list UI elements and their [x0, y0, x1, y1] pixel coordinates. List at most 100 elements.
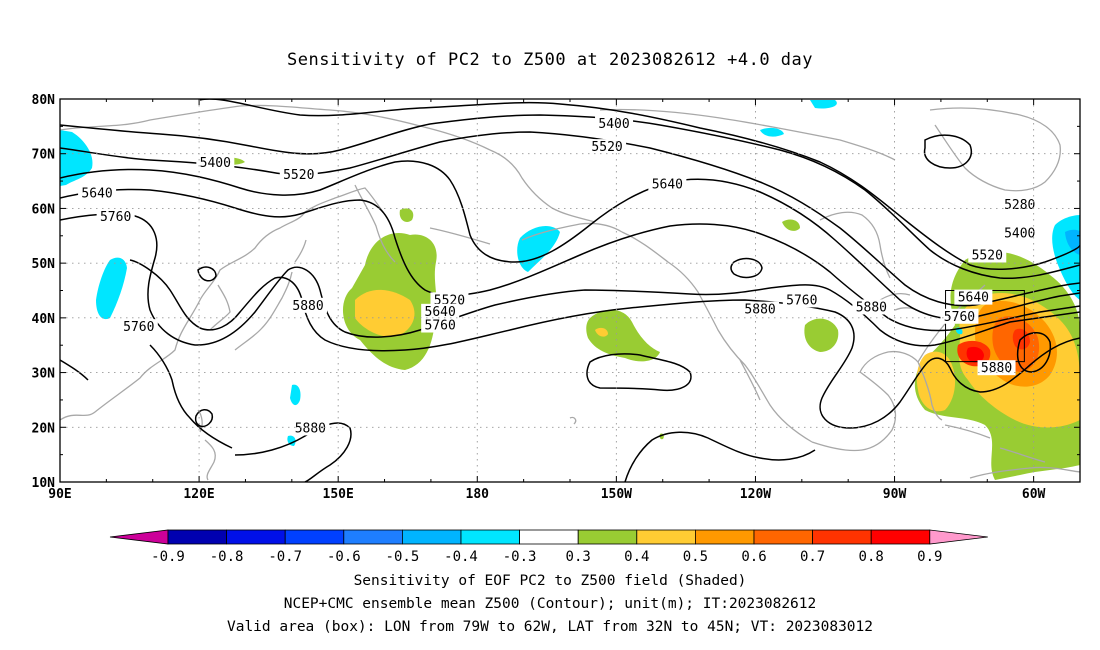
colorbar-label: 0.4 — [624, 549, 649, 565]
contour-line — [197, 266, 217, 282]
contour-line — [194, 409, 214, 428]
lon-label: 150E — [323, 487, 354, 502]
coastline — [929, 107, 1061, 192]
longitude-labels: 90E 120E 150E 180 150W 120W 90W 60W — [48, 487, 1045, 502]
coastline — [739, 359, 761, 401]
coastline — [204, 439, 216, 481]
contour-label-bg — [96, 209, 135, 225]
contour-label: 5880 — [292, 299, 323, 314]
colorbar-label: -0.9 — [151, 549, 185, 565]
coastline — [859, 350, 919, 373]
contour-line — [234, 422, 352, 482]
colorbar-label: -0.3 — [503, 549, 537, 565]
caption-line-1: Sensitivity of EOF PC2 to Z500 field (Sh… — [353, 573, 747, 589]
shade-region — [290, 384, 301, 406]
lon-label: 90W — [883, 487, 907, 502]
coastline — [60, 104, 491, 151]
colorbar-label: -0.7 — [268, 549, 302, 565]
colorbar-label: 0.6 — [741, 549, 766, 565]
caption-line-3: Valid area (box): LON from 79W to 62W, L… — [226, 619, 873, 635]
lon-label: 120W — [740, 487, 771, 502]
colorbar-label: -0.8 — [210, 549, 244, 565]
colorbar-label: 0.7 — [800, 549, 825, 565]
colorbar-swatch — [519, 529, 579, 545]
colorbar-swatch — [401, 529, 462, 545]
coastline — [209, 284, 231, 331]
contour-label-bg — [1000, 225, 1039, 241]
contour-line — [149, 344, 233, 449]
contour-label: 5520 — [591, 140, 622, 155]
contour-label-bg — [78, 185, 117, 201]
shade-region — [595, 327, 608, 337]
lat-label: 10N — [32, 476, 56, 491]
contour-label-bg — [196, 155, 235, 171]
contour-label: 5400 — [200, 156, 231, 171]
contour-label: 5280 — [1004, 198, 1035, 213]
colorbar-end-high — [929, 529, 988, 545]
coastline — [811, 371, 897, 452]
colorbar-swatch — [695, 529, 755, 545]
contour-line — [60, 131, 1080, 307]
coastline — [489, 149, 596, 223]
colorbar: -0.9 -0.8 -0.7 -0.6 -0.5 -0.4 -0.3 0.3 0.4 0.5 0.6… — [109, 529, 988, 565]
coastline — [234, 271, 293, 351]
shade-region — [586, 309, 660, 362]
coastline — [60, 187, 384, 421]
contour-label: 5640 — [81, 187, 112, 202]
lat-label: 40N — [32, 312, 56, 327]
contour-line — [60, 213, 1080, 347]
coastline — [599, 108, 896, 161]
contour-label-bg — [940, 308, 979, 324]
contour-label: 5760 — [100, 210, 131, 225]
contour-label: 5400 — [1004, 227, 1035, 242]
coastline — [569, 416, 577, 425]
contour-label: 5880 — [295, 421, 326, 436]
contour-label-bg — [421, 317, 460, 333]
coastline — [294, 239, 307, 263]
coastline — [819, 211, 891, 279]
coastline — [944, 424, 991, 439]
colorbar-swatch — [577, 529, 638, 545]
contour-line — [923, 134, 972, 169]
colorbar-label: 0.9 — [917, 549, 942, 565]
contour-line — [60, 160, 1080, 320]
contour-label-bg — [588, 139, 627, 155]
lat-label: 60N — [32, 202, 56, 217]
contour-label-bg — [421, 303, 460, 319]
colorbar-swatch — [343, 529, 403, 545]
contour-label: 5760 — [123, 320, 154, 335]
lon-label: 90E — [48, 487, 71, 502]
axis-ticks — [59, 98, 1081, 483]
shade-region — [399, 208, 414, 222]
coastline — [969, 466, 1080, 479]
colorbar-label: -0.5 — [386, 549, 420, 565]
contour-label: 5760 — [425, 319, 456, 334]
contour-label: 5880 — [981, 361, 1012, 376]
contour-label: 5640 — [958, 291, 989, 306]
contour-label-bg — [289, 297, 328, 313]
contour-label-bg — [595, 116, 634, 132]
contour-label: 5520 — [972, 248, 1003, 263]
contour-label-bg — [119, 319, 158, 335]
shade-region — [782, 219, 800, 231]
contour-labels: 5400540055205520564056405760528054005520… — [78, 116, 1039, 436]
coastline — [879, 293, 911, 301]
shade-region — [966, 346, 984, 363]
contour-label-bg — [648, 176, 687, 192]
contour-label-bg — [430, 292, 469, 308]
coastline — [621, 231, 813, 443]
shade-region — [804, 318, 839, 352]
contour-line — [60, 188, 1080, 332]
lat-label: 30N — [32, 367, 56, 382]
coastline — [354, 184, 396, 263]
shade-region — [760, 127, 784, 137]
colorbar-label: -0.4 — [444, 549, 478, 565]
contour-label-bg — [782, 292, 821, 308]
lon-label: 150W — [601, 487, 632, 502]
shade-region — [355, 289, 415, 337]
shade-region — [96, 257, 127, 320]
colorbar-label: -0.6 — [327, 549, 361, 565]
contour-label: 5760 — [944, 310, 975, 325]
colorbar-label: 0.8 — [859, 549, 884, 565]
lat-label: 80N — [32, 93, 56, 108]
